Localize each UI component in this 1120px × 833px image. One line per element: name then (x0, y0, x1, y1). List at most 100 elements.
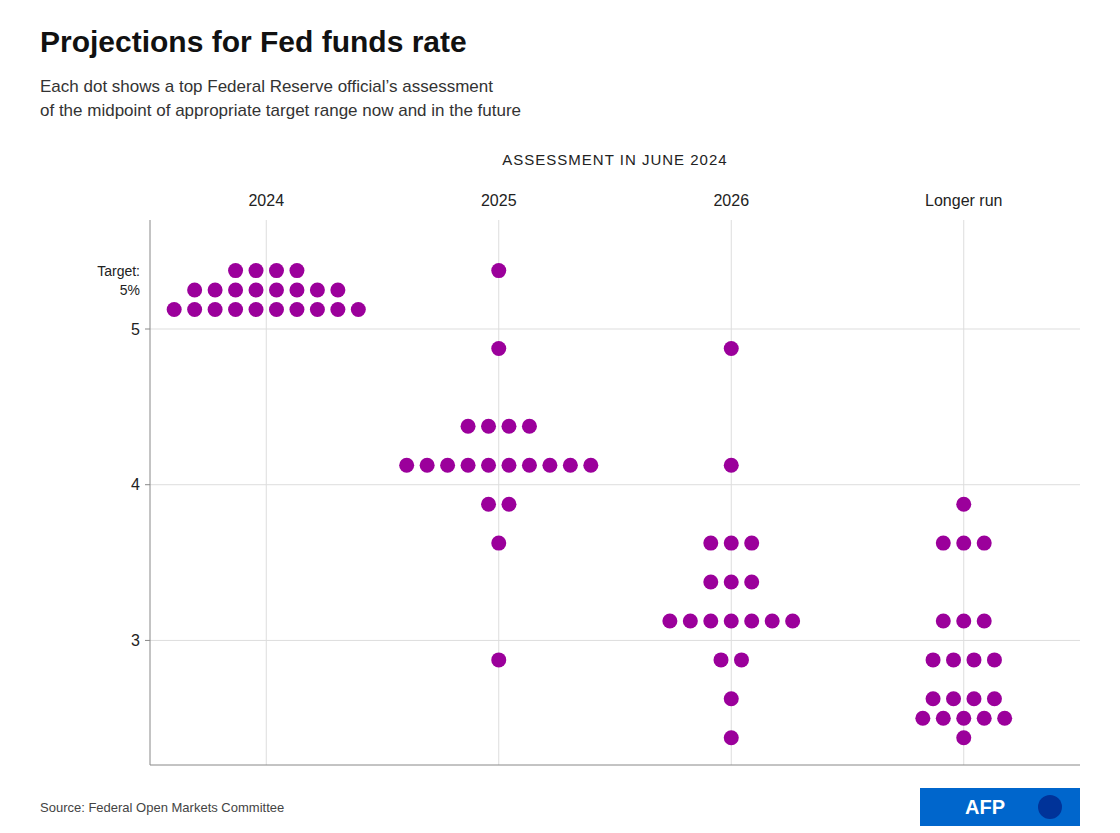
x-grid-line (963, 220, 964, 765)
dot (461, 419, 476, 434)
dot (269, 283, 284, 298)
dot (724, 575, 739, 590)
dot (703, 575, 718, 590)
dot (785, 613, 800, 628)
y-tick-label: 4 (131, 476, 140, 493)
dot (956, 730, 971, 745)
dot (542, 458, 557, 473)
x-axis-line (150, 765, 1080, 766)
chart: Projections for Fed funds rate Each dot s… (0, 0, 1120, 833)
dot (703, 613, 718, 628)
dot (491, 263, 506, 278)
y-tick-label: 3 (131, 632, 140, 649)
dot (289, 302, 304, 317)
dot (310, 302, 325, 317)
dot (966, 652, 981, 667)
dot (956, 613, 971, 628)
y-grid-line (150, 484, 1080, 485)
dot (724, 613, 739, 628)
dot (330, 302, 345, 317)
dot (440, 458, 455, 473)
y-tick (145, 484, 150, 485)
dot (269, 263, 284, 278)
dot (936, 711, 951, 726)
title: Projections for Fed funds rate (40, 25, 467, 58)
x-grid-line (731, 220, 732, 765)
dot (249, 263, 264, 278)
y-grid-line (150, 640, 1080, 641)
dot (481, 497, 496, 512)
dot (703, 536, 718, 551)
dot (208, 302, 223, 317)
subtitle-line: of the midpoint of appropriate target ra… (40, 101, 521, 120)
dot (724, 730, 739, 745)
x-tick-label: 2025 (481, 192, 517, 209)
dot (744, 613, 759, 628)
dot (228, 302, 243, 317)
x-grid-line (498, 220, 499, 765)
annotation: Target: (97, 263, 140, 279)
dot (208, 283, 223, 298)
dot (501, 419, 516, 434)
dot (956, 711, 971, 726)
y-grid-line (150, 329, 1080, 330)
dot (662, 613, 677, 628)
dot (997, 711, 1012, 726)
dot (744, 536, 759, 551)
dot (946, 691, 961, 706)
logo-circle (1038, 795, 1062, 819)
dot (987, 691, 1002, 706)
dot (522, 458, 537, 473)
dot (501, 458, 516, 473)
dot (187, 302, 202, 317)
dot (915, 711, 930, 726)
dot (714, 652, 729, 667)
dot (926, 652, 941, 667)
dot (351, 302, 366, 317)
dot (399, 458, 414, 473)
dot (936, 536, 951, 551)
dot (269, 302, 284, 317)
subtitle-line: Each dot shows a top Federal Reserve off… (40, 77, 493, 96)
y-tick-label: 5 (131, 321, 140, 338)
dot (724, 458, 739, 473)
dot (977, 613, 992, 628)
dot (583, 458, 598, 473)
dot (228, 283, 243, 298)
dot (491, 341, 506, 356)
dot (461, 458, 476, 473)
dot (956, 536, 971, 551)
dot (744, 575, 759, 590)
dot (936, 613, 951, 628)
dot (926, 691, 941, 706)
x-grid-line (266, 220, 267, 765)
dot (522, 419, 537, 434)
logo-text: AFP (965, 796, 1005, 818)
y-tick (145, 329, 150, 330)
dot (481, 458, 496, 473)
dot (187, 283, 202, 298)
y-tick (145, 640, 150, 641)
dot (289, 263, 304, 278)
dot (310, 283, 325, 298)
dot (249, 283, 264, 298)
dot (563, 458, 578, 473)
dot (966, 691, 981, 706)
dot (946, 652, 961, 667)
dot (249, 302, 264, 317)
dot (956, 497, 971, 512)
logo-box (920, 788, 1080, 826)
dot (977, 536, 992, 551)
dot (491, 652, 506, 667)
annotation: 5% (120, 282, 140, 298)
y-axis-line (150, 220, 151, 765)
dot (481, 419, 496, 434)
logo: AFP (920, 788, 1080, 826)
dot (228, 263, 243, 278)
grid (150, 220, 1080, 765)
dot (289, 283, 304, 298)
dots (167, 263, 1012, 745)
dot (724, 536, 739, 551)
x-tick-label: 2024 (248, 192, 284, 209)
x-tick-label: Longer run (925, 192, 1002, 209)
